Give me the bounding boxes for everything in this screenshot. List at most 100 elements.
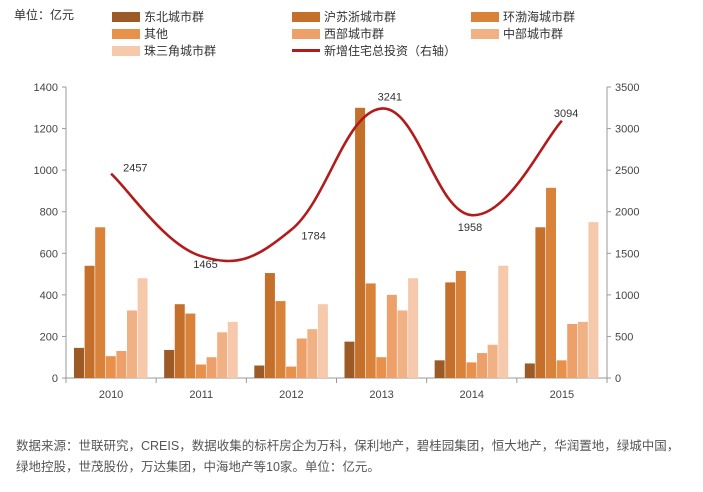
bar xyxy=(185,313,196,378)
bar xyxy=(344,341,355,378)
right-axis-tick-label: 0 xyxy=(615,373,621,385)
left-axis-tick-label: 1200 xyxy=(34,124,58,136)
bar xyxy=(195,364,206,378)
legend-item: 中部城市群 xyxy=(471,25,563,42)
bar xyxy=(355,107,366,379)
bar xyxy=(164,349,175,378)
bar xyxy=(455,270,466,378)
bar xyxy=(95,227,106,378)
right-axis-tick-label: 2500 xyxy=(615,165,639,177)
legend-item: 新增住宅总投资（右轴） xyxy=(292,42,456,59)
legend-swatch xyxy=(112,28,140,39)
legend-label: 新增住宅总投资（右轴） xyxy=(324,44,457,58)
bar xyxy=(386,294,397,378)
bar xyxy=(535,227,546,378)
right-axis-tick-label: 2000 xyxy=(615,207,639,219)
left-axis-tick-label: 1000 xyxy=(34,165,58,177)
bar xyxy=(137,278,148,378)
right-axis-tick-label: 3500 xyxy=(615,82,639,94)
x-axis-category-label: 2015 xyxy=(550,389,574,401)
investment-chart: 0 200 400 600 800 1000 1200 1400 0 500 1000 1500 200… xyxy=(34,82,640,401)
investment-data-label: 3241 xyxy=(378,92,402,104)
legend-item: 珠三角城市群 xyxy=(112,42,216,59)
legend: 东北城市群 沪苏浙城市群 环渤海城市群 其他 西部城市群 中部城市群 珠三角城市… xyxy=(112,8,612,58)
legend-label: 沪苏浙城市群 xyxy=(324,10,397,24)
bar xyxy=(174,304,185,378)
bar xyxy=(296,338,307,378)
bar xyxy=(227,321,238,378)
x-axis-category-label: 2010 xyxy=(99,389,123,401)
legend-label: 环渤海城市群 xyxy=(503,10,576,24)
bar xyxy=(105,356,116,378)
legend-label: 珠三角城市群 xyxy=(144,44,217,58)
right-axis-tick-label: 1500 xyxy=(615,248,639,260)
bar xyxy=(408,278,419,378)
bar xyxy=(264,273,275,378)
bar xyxy=(286,366,297,378)
right-axis-tick-label: 3000 xyxy=(615,124,639,136)
legend-item: 环渤海城市群 xyxy=(471,8,575,25)
left-axis-tick-label: 800 xyxy=(40,207,58,219)
bar xyxy=(275,301,286,378)
right-axis-tick-label: 500 xyxy=(615,331,633,343)
left-axis-tick-label: 400 xyxy=(40,290,58,302)
bar xyxy=(116,350,127,378)
investment-line xyxy=(110,107,563,263)
x-axis-category-label: 2011 xyxy=(189,389,213,401)
bar xyxy=(376,357,387,378)
bar xyxy=(365,283,376,378)
legend-item: 沪苏浙城市群 xyxy=(292,8,396,25)
bar xyxy=(206,357,217,378)
left-axis-tick-label: 200 xyxy=(40,331,58,343)
bar xyxy=(466,362,477,378)
bar xyxy=(556,360,567,378)
bar xyxy=(487,344,498,378)
legend-label: 中部城市群 xyxy=(503,27,564,41)
legend-swatch xyxy=(471,28,499,39)
axes: 0 200 400 600 800 1000 1200 1400 0 500 1000 1500 200… xyxy=(34,82,640,401)
investment-data-label: 1784 xyxy=(301,231,325,243)
bar xyxy=(577,321,588,378)
x-axis-category-label: 2012 xyxy=(279,389,303,401)
right-axis-tick-label: 1000 xyxy=(615,290,639,302)
bar xyxy=(84,265,95,378)
bar xyxy=(254,365,265,378)
investment-data-label: 3094 xyxy=(554,108,578,120)
bar xyxy=(397,310,408,378)
investment-data-label: 1958 xyxy=(458,222,482,234)
bar xyxy=(307,329,318,378)
bar xyxy=(73,347,84,378)
investment-data-label: 1465 xyxy=(193,259,217,271)
left-axis-tick-label: 600 xyxy=(40,248,58,260)
bar xyxy=(317,304,328,378)
legend-label: 西部城市群 xyxy=(324,27,385,41)
bar xyxy=(588,222,599,378)
legend-item: 其他 xyxy=(112,25,168,42)
legend-label: 其他 xyxy=(144,27,169,41)
legend-swatch xyxy=(112,11,140,22)
left-axis-tick-label: 0 xyxy=(52,373,58,385)
bar xyxy=(524,363,535,378)
investment-data-label: 2457 xyxy=(123,163,147,175)
bar xyxy=(445,282,456,378)
bar xyxy=(546,187,557,378)
bar xyxy=(434,360,445,378)
bar xyxy=(217,332,228,378)
x-axis-category-label: 2013 xyxy=(369,389,393,401)
investment-line-layer: 2457 1465 1784 3241 1958 3094 xyxy=(110,92,578,271)
legend-swatch xyxy=(292,11,320,22)
legend-swatch xyxy=(112,45,140,56)
legend-swatch xyxy=(471,11,499,22)
bar xyxy=(477,353,488,378)
left-axis-tick-label: 1400 xyxy=(34,82,58,94)
bar xyxy=(126,310,137,378)
y-axis-unit-label: 单位：亿元 xyxy=(14,8,75,22)
legend-label: 东北城市群 xyxy=(144,10,205,24)
legend-line-swatch xyxy=(292,49,320,52)
legend-swatch xyxy=(292,28,320,39)
bars xyxy=(73,107,599,379)
legend-item: 西部城市群 xyxy=(292,25,384,42)
bar xyxy=(567,323,578,378)
bar xyxy=(498,265,509,378)
x-axis-category-label: 2014 xyxy=(460,389,484,401)
